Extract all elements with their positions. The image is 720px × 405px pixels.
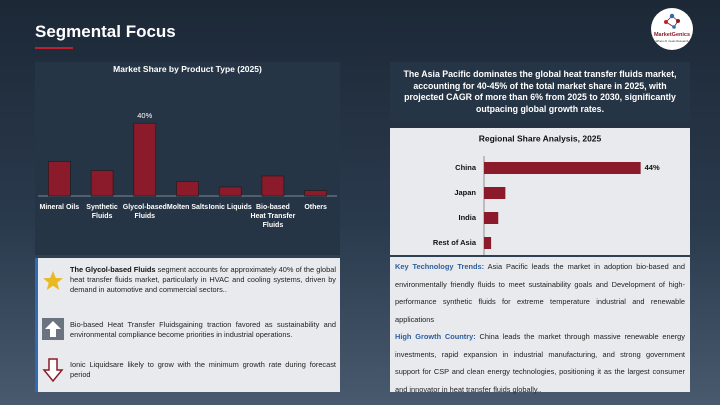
- y-tick-label: India: [458, 213, 476, 222]
- down-arrow-icon: [42, 358, 64, 382]
- highlight: Bio-based Heat Transfer Fluidsgaining tr…: [70, 320, 336, 340]
- bar: [90, 170, 114, 197]
- insight: Key Technology Trends: Asia Pacific lead…: [395, 258, 685, 328]
- insight-text: Asia Pacific leads the market in adoptio…: [395, 262, 685, 324]
- highlight-text: Bio-based Heat Transfer Fluidsgaining tr…: [70, 320, 336, 339]
- up-arrow-icon: [42, 318, 64, 340]
- y-tick-label: China: [455, 163, 477, 172]
- x-tick-label: Synthetic Fluids: [86, 204, 118, 220]
- bar: [484, 162, 641, 174]
- regional-chart-panel: Regional Share Analysis, 2025 China 44% Jap…: [390, 128, 690, 255]
- data-label: 40%: [137, 111, 152, 120]
- insight-label: Key Technology Trends:: [395, 262, 485, 271]
- data-label: 44%: [645, 163, 660, 172]
- x-tick-label: Glycol-based Fluids: [122, 204, 167, 220]
- logo-name: MarketGenics: [653, 32, 691, 38]
- bar: [218, 186, 242, 197]
- insights-panel: Key Technology Trends: Asia Pacific lead…: [390, 257, 690, 394]
- x-tick-label: Others: [304, 204, 327, 211]
- slide-title: Segmental Focus: [35, 22, 176, 41]
- bar: [304, 190, 327, 197]
- bar: [176, 181, 199, 197]
- bar: [484, 237, 492, 249]
- bar: [484, 212, 499, 224]
- highlight-bold: The Glycol-based Fluids: [70, 265, 156, 274]
- logo-tagline: Where AI meets Research: [655, 39, 689, 43]
- bar: [484, 187, 506, 199]
- x-tick-label: Bio-based Heat Transfer Fluids: [250, 204, 296, 229]
- x-tick-label: Molten Salts: [166, 204, 209, 211]
- insight-text: China leads the market through massive r…: [395, 332, 685, 394]
- bar: [48, 161, 71, 197]
- title-underline: [35, 47, 73, 49]
- headline: The Asia Pacific dominates the global he…: [390, 62, 690, 122]
- regional-chart: Regional Share Analysis, 2025 China 44% Jap…: [433, 133, 660, 255]
- product-chart-panel: Market Share by Product Type (2025) 40% M…: [35, 62, 340, 255]
- chart-title: Regional Share Analysis, 2025: [479, 133, 602, 143]
- insight-label: High Growth Country:: [395, 332, 476, 341]
- logo-icon: [664, 13, 680, 29]
- logo: MarketGenics Where AI meets Research: [651, 8, 693, 50]
- star-icon: [43, 271, 63, 290]
- chart-title: Market Share by Product Type (2025): [113, 64, 262, 74]
- bar: [261, 175, 285, 197]
- highlight: The Glycol-based Fluids segment accounts…: [70, 265, 336, 295]
- y-tick-label: Japan: [454, 188, 476, 197]
- insight: High Growth Country: China leads the mar…: [395, 328, 685, 398]
- highlight-text: segment accounts for approximately 40% o…: [70, 265, 336, 294]
- x-tick-label: Mineral Oils: [39, 204, 80, 211]
- x-tick-label: Ionic Liquids: [208, 204, 252, 211]
- y-tick-label: Rest of Asia: [433, 238, 477, 247]
- product-chart: Market Share by Product Type (2025) 40%: [38, 64, 337, 197]
- highlight: Ionic Liquidsare likely to grow with the…: [70, 360, 336, 380]
- highlight-text: Ionic Liquidsare likely to grow with the…: [70, 360, 336, 379]
- highlights-panel: The Glycol-based Fluids segment accounts…: [35, 258, 340, 392]
- bar: [133, 122, 157, 197]
